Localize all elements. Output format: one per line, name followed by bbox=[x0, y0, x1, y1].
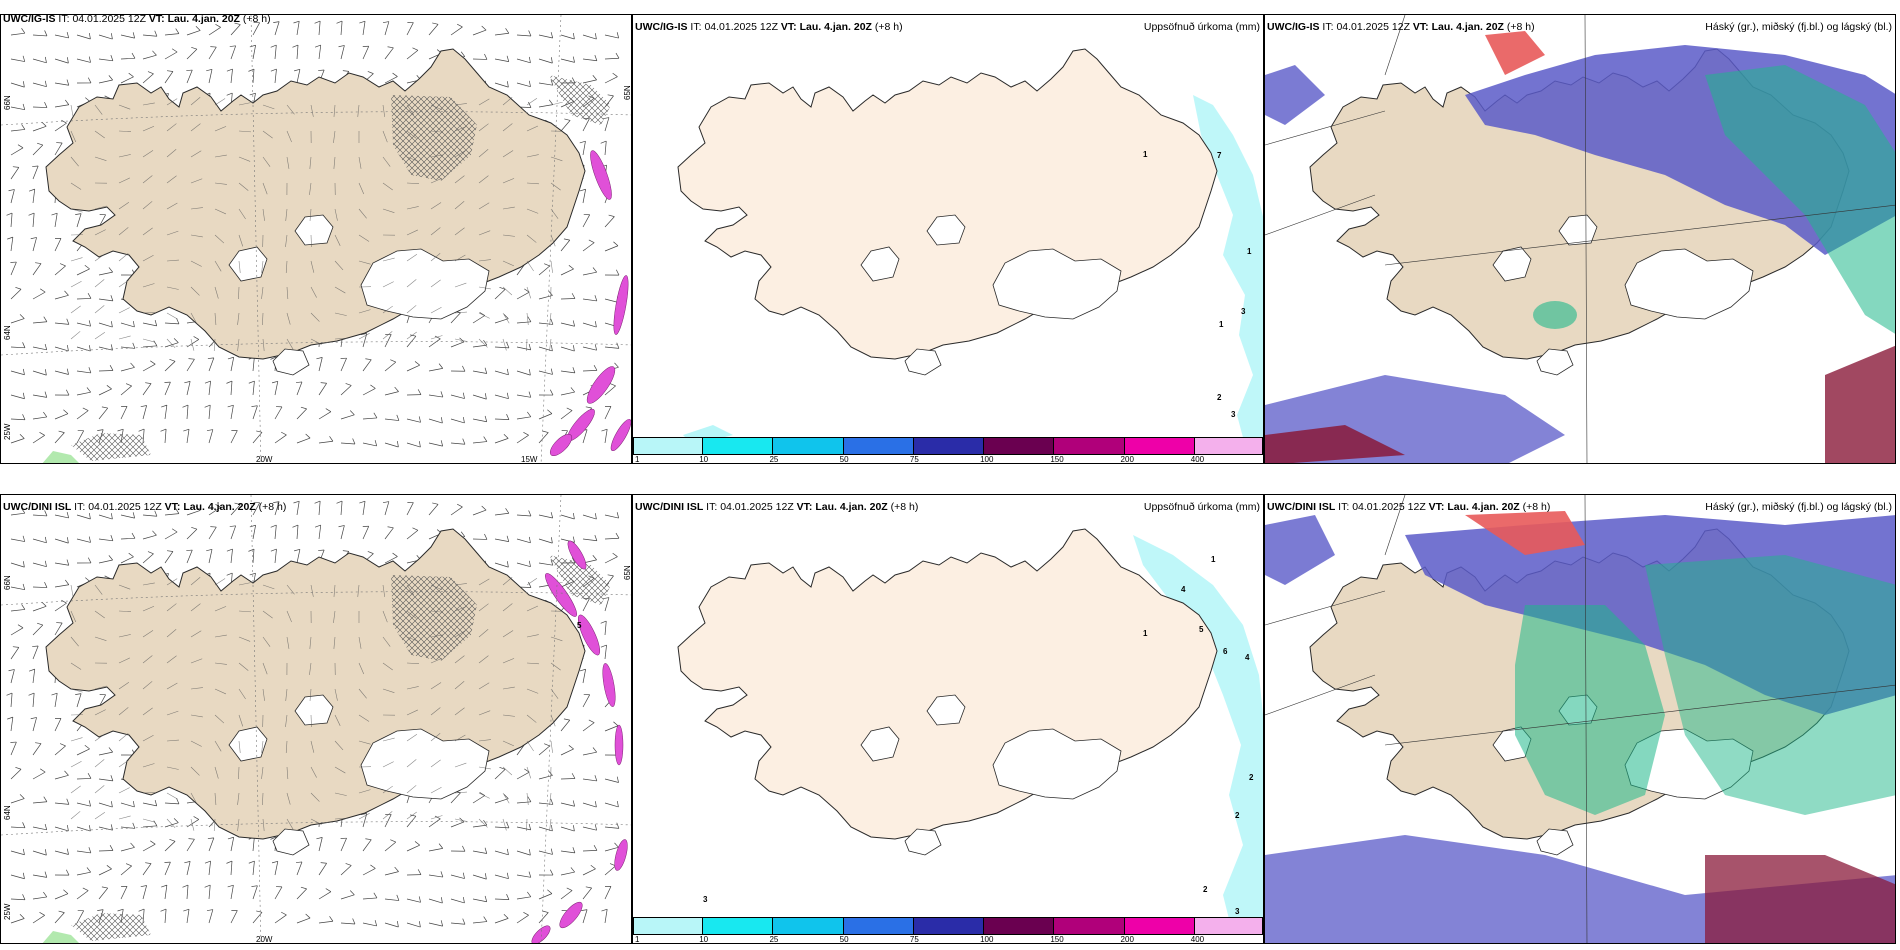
lon-label-20w: 20W bbox=[256, 935, 273, 944]
precip-annotation: 1 bbox=[1247, 247, 1252, 256]
colorbar-swatch bbox=[984, 437, 1055, 455]
colorbar-label: 10 bbox=[699, 455, 709, 464]
lat-label-25w: 25W bbox=[3, 423, 12, 440]
cloud-map-panel-top: UWC/IG-IS IT: 04.01.2025 12Z VT: Lau. 4.… bbox=[1264, 14, 1896, 464]
precip-map-top bbox=[633, 15, 1263, 463]
precip-map-bottom bbox=[633, 495, 1263, 943]
wind-annotation: 5 bbox=[577, 621, 582, 630]
colorbar-label: 100 bbox=[980, 935, 994, 944]
colorbar-swatch bbox=[843, 437, 914, 455]
colorbar-swatch bbox=[984, 917, 1055, 935]
panel-title: UWC/IG-IS IT: 04.01.2025 12Z VT: Lau. 4.… bbox=[635, 21, 903, 33]
cloud-map-bottom bbox=[1265, 495, 1895, 943]
colorbar-swatch bbox=[773, 917, 844, 935]
panel-subtitle: Háský (gr.), miðský (fj.bl.) og lágský (… bbox=[1705, 501, 1892, 513]
lat-label-64n: 64N bbox=[3, 805, 12, 820]
colorbar-label: 25 bbox=[769, 455, 779, 464]
wind-map-bottom bbox=[1, 495, 631, 943]
precip-annotation: 1 bbox=[1143, 629, 1148, 638]
colorbar-label: 400 bbox=[1190, 455, 1205, 464]
precip-annotation: 3 bbox=[1241, 307, 1246, 316]
precip-annotation: 2 bbox=[1235, 811, 1240, 820]
precip-annotation: 3 bbox=[1231, 410, 1236, 419]
colorbar-swatch bbox=[1054, 917, 1125, 935]
panel-subtitle: Uppsöfnuð úrkoma (mm) bbox=[1143, 21, 1260, 33]
colorbar-swatch bbox=[1124, 917, 1195, 935]
precip-annotation: 6 bbox=[1223, 647, 1228, 656]
precip-colorbar: 1 10 25 50 75 100 150 200 400 bbox=[633, 917, 1263, 943]
colorbar-label: 75 bbox=[909, 935, 919, 944]
colorbar-frame bbox=[633, 437, 1263, 455]
colorbar-swatch bbox=[1124, 437, 1195, 455]
precip-annotation: 2 bbox=[1217, 393, 1222, 402]
colorbar-label: 150 bbox=[1050, 935, 1064, 944]
lat-label-66n: 66N bbox=[3, 95, 12, 110]
precip-annotation: 7 bbox=[1217, 151, 1222, 160]
colorbar-swatch bbox=[633, 917, 704, 935]
wind-map-panel-top: UWC/IG-IS IT: 04.01.2025 12Z VT: Lau. 4.… bbox=[0, 14, 632, 464]
precip-annotation: 1 bbox=[1211, 555, 1216, 564]
cloud-map-top bbox=[1265, 15, 1895, 463]
precip-colorbar: 1 10 25 50 75 100 150 200 400 bbox=[633, 437, 1263, 463]
colorbar-swatch bbox=[633, 437, 704, 455]
colorbar-label: 200 bbox=[1120, 935, 1134, 944]
lat-label-65n: 65N bbox=[623, 85, 632, 100]
panel-title: UWC/IG-IS IT: 04.01.2025 12Z VT: Lau. 4.… bbox=[3, 14, 271, 25]
colorbar-swatch bbox=[913, 437, 985, 455]
precip-annotation: 2 bbox=[1249, 773, 1254, 782]
cloud-map-panel-bottom: UWC/DINI ISL IT: 04.01.2025 12Z VT: Lau.… bbox=[1264, 494, 1896, 944]
precip-annotation: 4 bbox=[1181, 585, 1186, 594]
lat-label-66n: 66N bbox=[3, 575, 12, 590]
lon-label-20w: 20W bbox=[256, 455, 273, 464]
colorbar-swatch bbox=[703, 437, 774, 455]
colorbar-swatch bbox=[703, 917, 774, 935]
colorbar-swatch bbox=[773, 437, 844, 455]
colorbar-label: 1 bbox=[635, 935, 640, 944]
colorbar-swatch bbox=[1194, 917, 1263, 935]
lat-label-25w: 25W bbox=[3, 903, 12, 920]
panel-title: UWC/DINI ISL IT: 04.01.2025 12Z VT: Lau.… bbox=[635, 501, 919, 513]
panel-subtitle: Háský (gr.), miðský (fj.bl.) og lágský (… bbox=[1705, 21, 1892, 33]
wind-map-top bbox=[1, 15, 631, 463]
colorbar-swatch bbox=[1194, 437, 1263, 455]
panel-title: UWC/DINI ISL IT: 04.01.2025 12Z VT: Lau.… bbox=[3, 501, 287, 513]
colorbar-label: 50 bbox=[839, 455, 849, 464]
colorbar-label: 100 bbox=[980, 455, 994, 464]
colorbar-frame bbox=[633, 917, 1263, 935]
precip-map-panel-bottom: UWC/DINI ISL IT: 04.01.2025 12Z VT: Lau.… bbox=[632, 494, 1264, 944]
colorbar-label: 10 bbox=[699, 935, 709, 944]
colorbar-swatch bbox=[843, 917, 914, 935]
colorbar-label: 400 bbox=[1190, 935, 1205, 944]
precip-annotation: 1 bbox=[1143, 150, 1148, 159]
colorbar-label: 75 bbox=[909, 455, 919, 464]
precip-annotation: 1 bbox=[1219, 320, 1224, 329]
colorbar-swatch bbox=[913, 917, 985, 935]
panel-subtitle: Uppsöfnuð úrkoma (mm) bbox=[1143, 501, 1260, 513]
precip-annotation: 3 bbox=[1235, 907, 1240, 916]
colorbar-label: 150 bbox=[1050, 455, 1064, 464]
lat-label-64n: 64N bbox=[3, 325, 12, 340]
precip-map-panel-top: UWC/IG-IS IT: 04.01.2025 12Z VT: Lau. 4.… bbox=[632, 14, 1264, 464]
precip-annotation: 4 bbox=[1245, 653, 1250, 662]
colorbar-label: 200 bbox=[1120, 455, 1134, 464]
panel-title: UWC/DINI ISL IT: 04.01.2025 12Z VT: Lau.… bbox=[1267, 501, 1551, 513]
precip-annotation: 5 bbox=[1199, 625, 1204, 634]
colorbar-label: 25 bbox=[769, 935, 779, 944]
colorbar-swatch bbox=[1054, 437, 1125, 455]
lat-label-65n: 65N bbox=[623, 565, 632, 580]
colorbar-label: 1 bbox=[635, 455, 640, 464]
precip-annotation: 3 bbox=[703, 895, 708, 904]
panel-title: UWC/IG-IS IT: 04.01.2025 12Z VT: Lau. 4.… bbox=[1267, 21, 1535, 33]
precip-annotation: 2 bbox=[1203, 885, 1208, 894]
wind-map-panel-bottom: UWC/DINI ISL IT: 04.01.2025 12Z VT: Lau.… bbox=[0, 494, 632, 944]
colorbar-label: 50 bbox=[839, 935, 849, 944]
lon-label-15w: 15W bbox=[521, 455, 538, 464]
